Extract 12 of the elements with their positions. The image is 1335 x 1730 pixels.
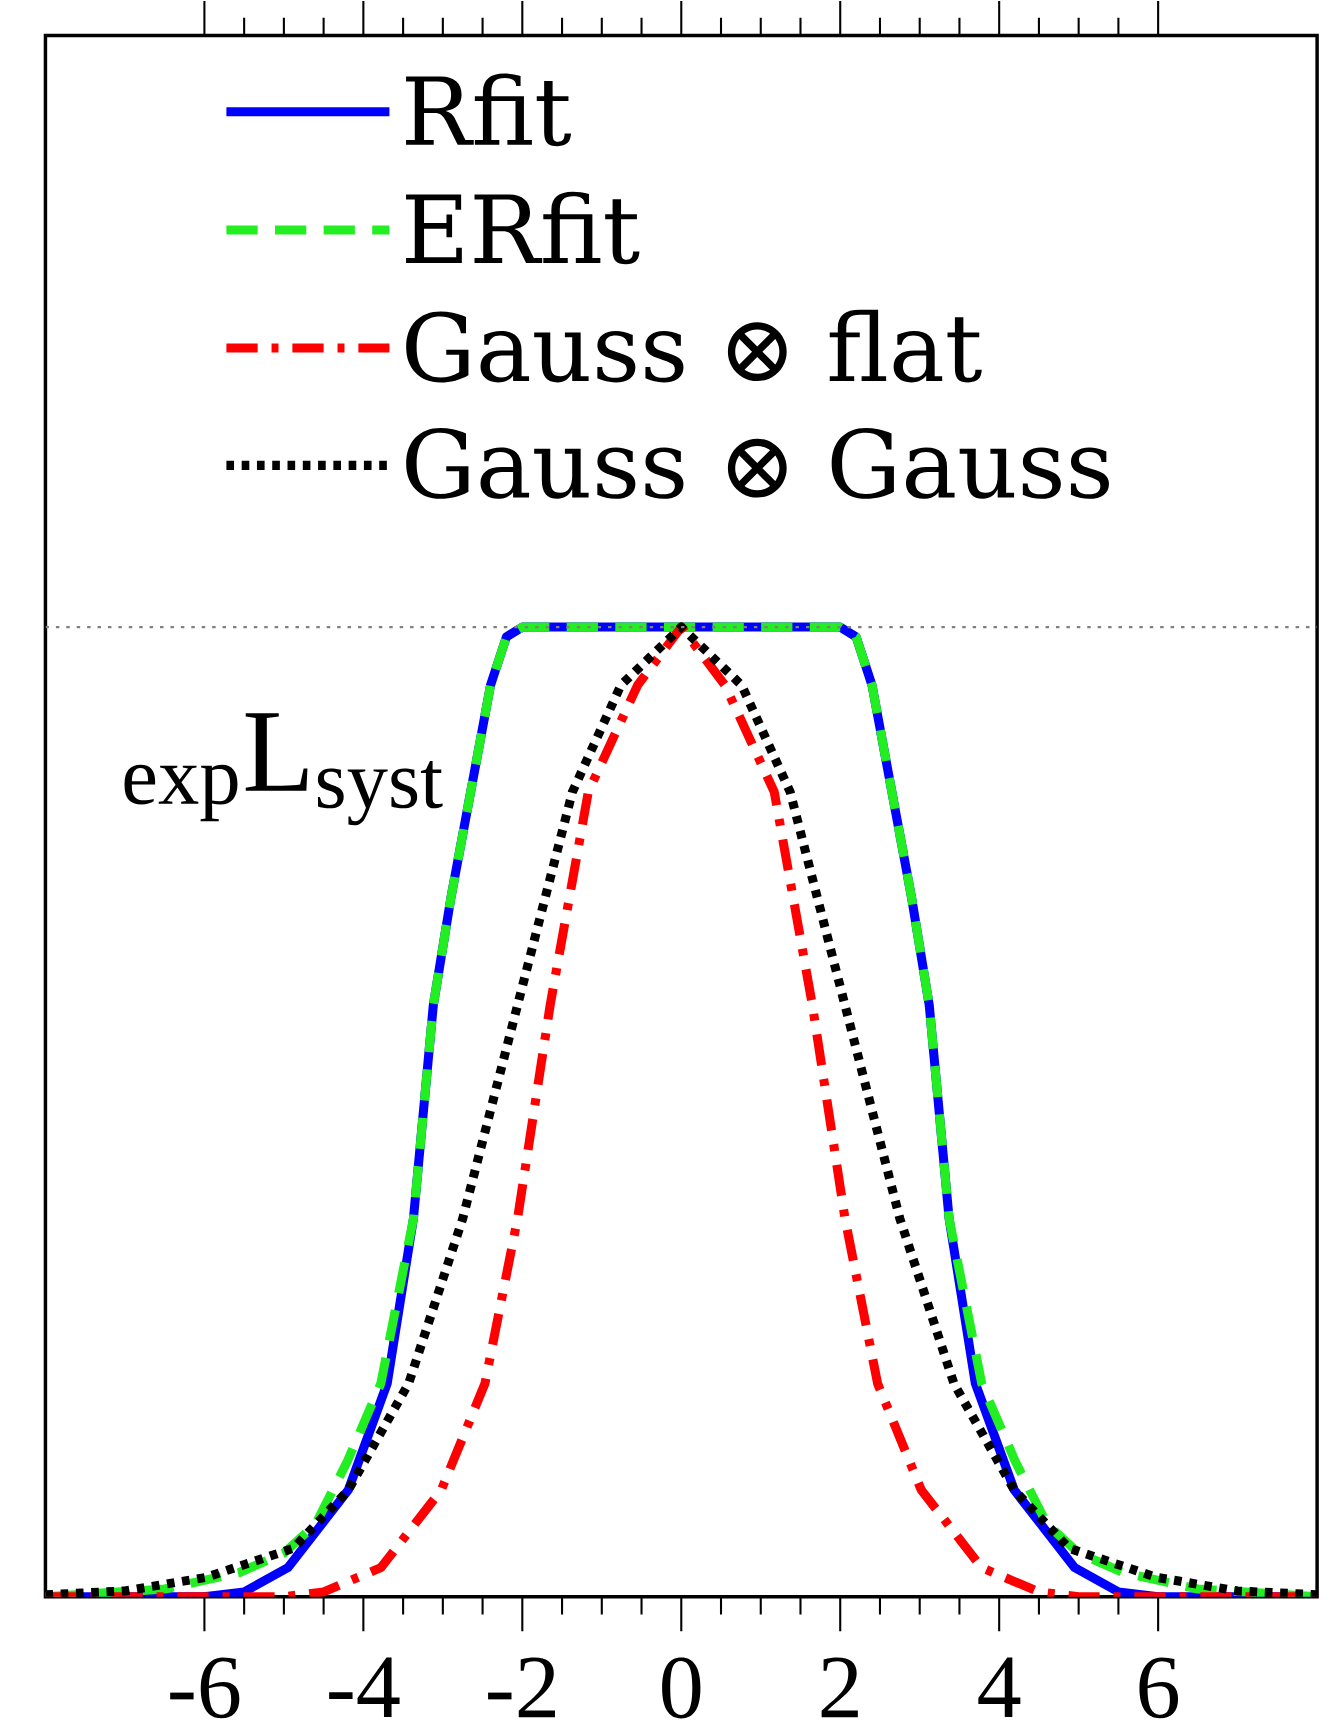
x-tick-label: -4 — [329, 1657, 400, 1717]
legend-label: ERfit — [406, 191, 640, 265]
annotation: $_{exp}$L$_{syst}$ — [124, 713, 443, 826]
x-tick-label: 0 — [662, 1657, 701, 1719]
x-tick-label: -6 — [170, 1657, 240, 1719]
legend-label: Rfit — [406, 73, 572, 147]
x-tick-label: 4 — [978, 1657, 1021, 1717]
legend-label: Gauss ⊗ Gauss — [406, 427, 1110, 499]
legend-label: Gauss ⊗ flat — [406, 309, 982, 383]
x-tick-label: 2 — [821, 1657, 858, 1718]
x-tick-label: 6 — [1139, 1657, 1179, 1719]
x-tick-label: -2 — [488, 1657, 556, 1718]
